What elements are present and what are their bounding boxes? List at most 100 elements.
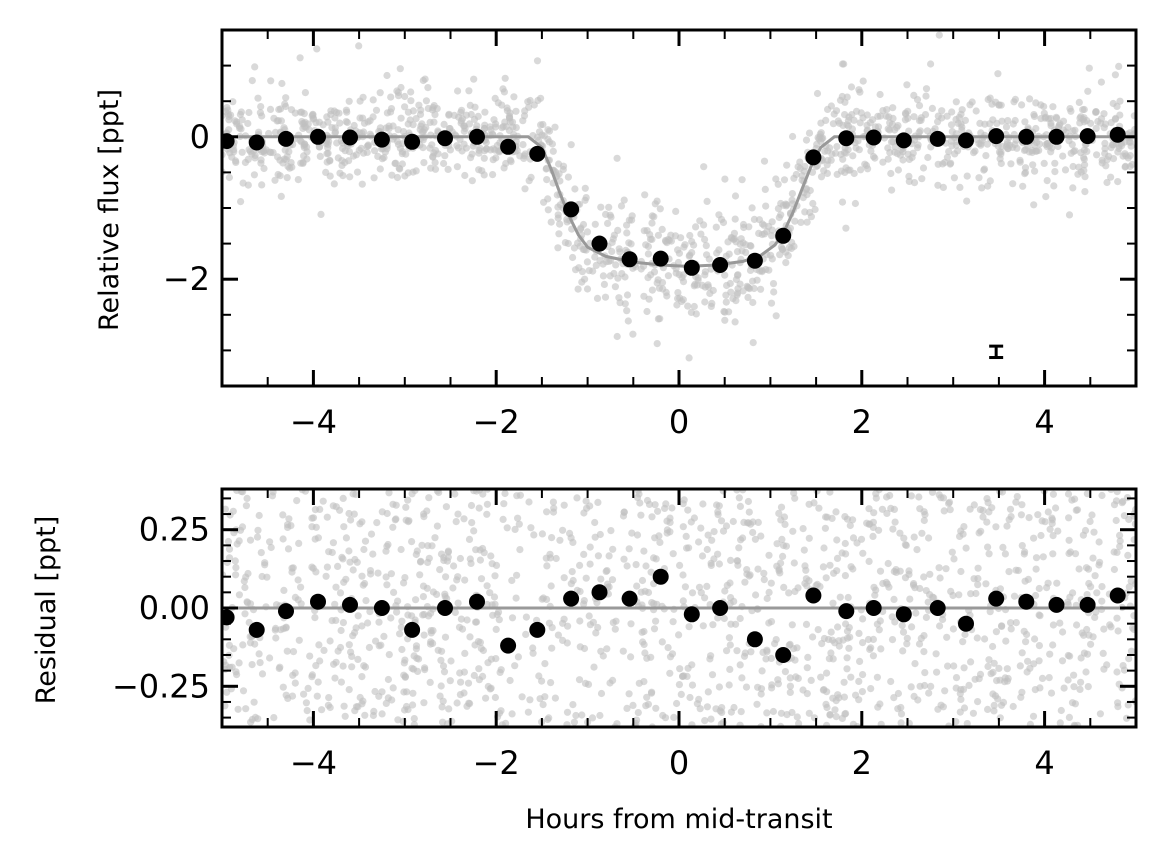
raw-point bbox=[436, 692, 444, 700]
raw-point bbox=[838, 198, 847, 206]
raw-point bbox=[699, 622, 707, 630]
raw-point bbox=[586, 239, 594, 247]
raw-point bbox=[1023, 668, 1031, 676]
raw-point bbox=[992, 628, 1001, 636]
raw-point bbox=[266, 148, 274, 156]
raw-point bbox=[288, 564, 296, 572]
raw-point bbox=[899, 647, 907, 655]
x-tick-label: 2 bbox=[852, 403, 872, 441]
raw-point bbox=[522, 613, 531, 621]
raw-point bbox=[1059, 152, 1067, 160]
raw-point bbox=[725, 681, 733, 689]
raw-point bbox=[382, 124, 390, 132]
raw-point bbox=[1114, 178, 1122, 186]
raw-point bbox=[355, 42, 363, 50]
raw-point bbox=[412, 115, 420, 123]
raw-point bbox=[312, 568, 320, 576]
raw-point bbox=[855, 696, 863, 704]
raw-point bbox=[1075, 565, 1083, 573]
raw-point bbox=[620, 508, 628, 516]
raw-point bbox=[476, 556, 484, 564]
raw-point bbox=[661, 236, 670, 245]
raw-point bbox=[580, 550, 588, 559]
raw-point bbox=[982, 580, 990, 588]
raw-point bbox=[331, 128, 340, 136]
raw-point bbox=[277, 192, 285, 200]
raw-point bbox=[487, 552, 495, 560]
raw-point bbox=[520, 112, 529, 120]
raw-point bbox=[614, 226, 622, 234]
raw-point bbox=[345, 641, 353, 649]
raw-point bbox=[418, 541, 426, 549]
raw-point bbox=[497, 707, 505, 715]
raw-point bbox=[731, 318, 739, 326]
raw-point bbox=[1080, 155, 1088, 163]
raw-point bbox=[304, 684, 312, 693]
raw-point bbox=[623, 307, 631, 315]
raw-point bbox=[715, 246, 723, 254]
raw-point bbox=[480, 124, 489, 133]
raw-point bbox=[1049, 532, 1057, 540]
raw-point bbox=[733, 647, 741, 655]
raw-point bbox=[232, 571, 240, 579]
top-axis-ticks bbox=[221, 29, 1137, 387]
raw-point bbox=[984, 662, 992, 671]
raw-point bbox=[984, 705, 992, 714]
raw-point bbox=[440, 159, 448, 168]
raw-point bbox=[920, 573, 928, 581]
raw-point bbox=[592, 261, 600, 269]
raw-point bbox=[701, 298, 709, 306]
raw-point bbox=[233, 540, 241, 548]
raw-point bbox=[297, 159, 305, 167]
raw-point bbox=[445, 705, 453, 713]
raw-point bbox=[426, 678, 434, 687]
raw-point bbox=[824, 105, 832, 113]
raw-point bbox=[580, 509, 588, 517]
raw-point bbox=[550, 504, 558, 512]
raw-point bbox=[338, 144, 347, 153]
raw-point bbox=[242, 502, 250, 510]
raw-point bbox=[753, 276, 761, 284]
raw-point bbox=[629, 701, 637, 710]
raw-point bbox=[1092, 108, 1100, 116]
raw-point bbox=[501, 74, 509, 82]
raw-point bbox=[302, 699, 310, 707]
y-tick-label: −0.25 bbox=[112, 667, 210, 705]
raw-point bbox=[1058, 657, 1067, 665]
raw-point bbox=[410, 715, 418, 723]
raw-point bbox=[236, 110, 244, 119]
raw-point bbox=[775, 565, 783, 573]
raw-point bbox=[322, 168, 330, 176]
raw-point bbox=[1049, 490, 1057, 498]
raw-point bbox=[271, 176, 279, 184]
raw-point bbox=[1029, 712, 1038, 720]
binned-point bbox=[437, 600, 453, 616]
raw-point bbox=[1064, 490, 1073, 498]
raw-point bbox=[401, 92, 409, 101]
raw-point bbox=[1064, 598, 1072, 606]
raw-point bbox=[838, 92, 846, 101]
raw-point bbox=[1124, 701, 1132, 709]
raw-point bbox=[790, 489, 798, 497]
raw-point bbox=[623, 704, 631, 713]
raw-point bbox=[823, 669, 831, 677]
raw-point bbox=[424, 84, 432, 92]
raw-point bbox=[1065, 713, 1073, 722]
raw-point bbox=[491, 94, 499, 102]
raw-point bbox=[222, 623, 230, 631]
raw-point bbox=[965, 681, 973, 690]
raw-point bbox=[625, 690, 633, 698]
raw-point bbox=[543, 176, 551, 184]
raw-point bbox=[450, 562, 458, 570]
raw-point bbox=[903, 640, 911, 648]
raw-point bbox=[792, 673, 800, 681]
raw-point bbox=[826, 561, 834, 569]
raw-point bbox=[1025, 514, 1033, 522]
raw-point bbox=[225, 173, 233, 182]
raw-point bbox=[251, 63, 259, 71]
raw-point bbox=[434, 150, 442, 158]
raw-point bbox=[920, 508, 928, 516]
raw-point bbox=[813, 89, 822, 98]
raw-point bbox=[241, 583, 249, 592]
raw-point bbox=[347, 516, 355, 524]
